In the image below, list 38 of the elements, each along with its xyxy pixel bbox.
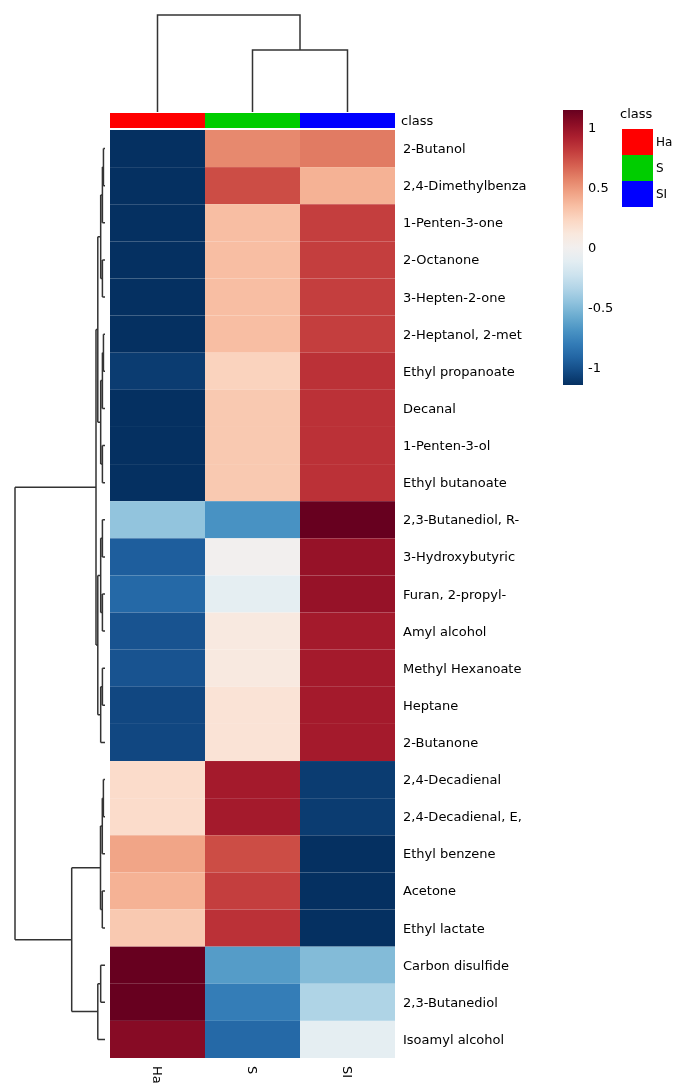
color-bar-label: 0.5 <box>588 180 609 196</box>
y-tick-label: Ethyl benzene <box>403 846 496 862</box>
y-tick-label: Acetone <box>403 883 457 899</box>
category-label: S <box>656 161 664 175</box>
color-bar-label: 1 <box>588 120 597 136</box>
y-tick-label: 2-Heptanol, 2-met <box>403 326 522 342</box>
y-tick-label: Ethyl lactate <box>403 920 485 936</box>
y-tick-label: 2,4-Decadienal, E, <box>403 809 522 825</box>
y-tick-label: Amyl alcohol <box>403 623 487 639</box>
y-tick-label: 2-Butanol <box>403 141 466 157</box>
y-tick-label: 3-Hepten-2-one <box>403 289 506 305</box>
x-tick-label: SI <box>340 1066 355 1079</box>
category-label: Ha <box>656 135 673 149</box>
text: class <box>620 106 653 121</box>
y-tick-label: 2,4-Dimethylbenza <box>403 178 527 194</box>
color-bar-label: 0 <box>588 240 597 255</box>
y-tick-label: 2,3-Butanediol, R- <box>403 512 520 528</box>
legend-title: class <box>401 113 434 128</box>
y-tick-label: 2-Butanone <box>403 734 479 750</box>
category-label: SI <box>656 187 668 201</box>
color-bar-label: -1 <box>588 359 601 375</box>
y-tick-label: 2,3-Butanediol <box>403 994 498 1010</box>
y-tick-label: Ethyl propanoate <box>403 363 515 379</box>
y-tick-label: 1-Penten-3-one <box>403 215 503 231</box>
y-tick-label: Heptane <box>403 697 459 713</box>
y-tick-label: 3-Hydroxybutyric <box>403 549 516 565</box>
color-bar-label: -0.5 <box>588 299 614 315</box>
y-tick-label: Methyl Hexanoate <box>403 660 522 676</box>
y-tick-label: 2,4-Decadienal <box>403 772 502 788</box>
x-tick-label: S <box>245 1066 260 1075</box>
y-tick-label: 2-Octanone <box>403 252 480 268</box>
y-tick-label: Carbon disulfide <box>403 957 509 973</box>
y-tick-label: Furan, 2-propyl- <box>403 586 507 602</box>
y-tick-label: Isoamyl alcohol <box>403 1031 505 1047</box>
x-tick-label: Ha <box>150 1066 165 1084</box>
y-tick-label: Decanal <box>403 400 456 416</box>
y-tick-label: Ethyl butanoate <box>403 475 507 491</box>
y-tick-label: 1-Penten-3-ol <box>403 438 491 454</box>
